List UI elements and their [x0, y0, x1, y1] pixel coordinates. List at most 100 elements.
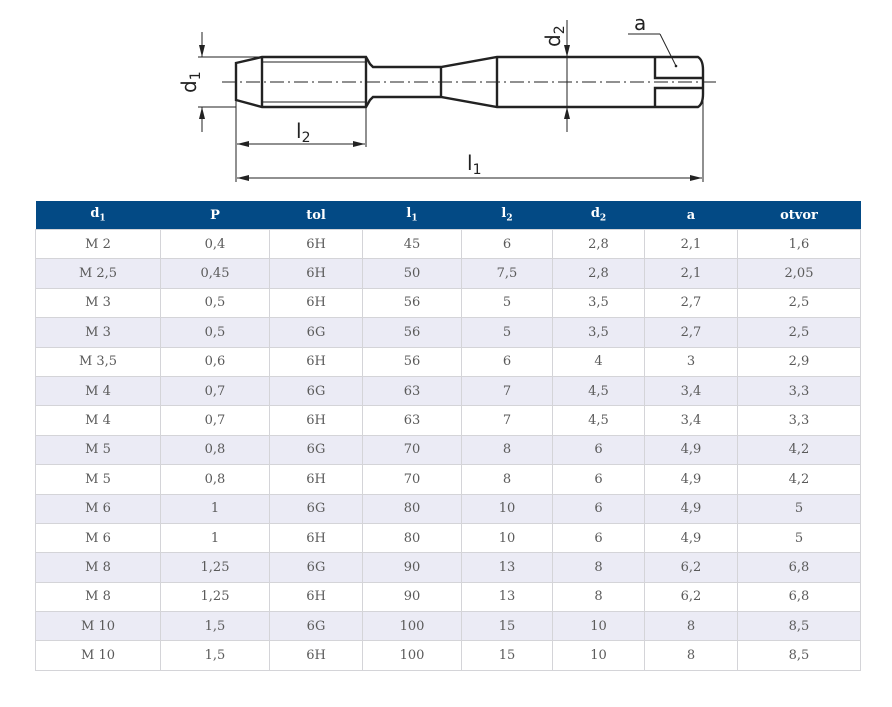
table-cell: 6: [552, 493, 645, 524]
table-cell: 2,8: [552, 258, 645, 289]
table-cell: 8: [461, 434, 553, 466]
table-cell: M 5: [35, 464, 161, 495]
table-cell: 2,9: [737, 346, 861, 377]
table-cell: 56: [362, 346, 462, 377]
column-header: otvor: [737, 201, 861, 230]
l2-label: l2: [296, 119, 310, 146]
table-cell: M 3,5: [35, 346, 161, 377]
table-cell: 6H: [269, 522, 363, 554]
table-row: M 10 1,5 6H 100 15 10 8 8,5: [35, 640, 861, 671]
column-header: l1: [362, 201, 462, 230]
column-header-label: d: [90, 206, 100, 222]
table-cell: 45: [362, 228, 462, 260]
table-cell: 8: [644, 640, 738, 671]
table-cell: M 10: [35, 640, 161, 671]
l1-label: l1: [467, 151, 481, 178]
table-cell: 4: [552, 346, 645, 377]
table-cell: 56: [362, 317, 462, 348]
table-cell: 4,5: [552, 405, 645, 436]
table-cell: 5: [461, 287, 553, 319]
column-header: P: [160, 201, 270, 230]
table-cell: 90: [362, 581, 462, 613]
table-cell: 8,5: [737, 611, 861, 642]
table-row: M 6 1 6G 80 10 6 4,9 5: [35, 493, 861, 524]
table-cell: 8: [552, 552, 645, 583]
table-cell: 1: [160, 493, 270, 524]
table-cell: 0,5: [160, 287, 270, 319]
table-row: M 3 0,5 6G 56 5 3,5 2,7 2,5: [35, 317, 861, 348]
table-cell: M 6: [35, 522, 161, 554]
table-cell: 8: [552, 581, 645, 613]
table-cell: 1,5: [160, 640, 270, 671]
table-cell: 6: [552, 464, 645, 495]
table-cell: 2,1: [644, 258, 738, 289]
d1-label: d1: [177, 71, 204, 93]
table-cell: 4,2: [737, 434, 861, 466]
table-cell: 50: [362, 258, 462, 289]
table-cell: 10: [552, 611, 645, 642]
table-cell: 2,5: [737, 287, 861, 319]
table-cell: M 2: [35, 228, 161, 260]
table-cell: 4,9: [644, 522, 738, 554]
table-cell: 2,7: [644, 287, 738, 319]
table-cell: 1,25: [160, 552, 270, 583]
table-cell: 3,5: [552, 317, 645, 348]
table-cell: 1,25: [160, 581, 270, 613]
column-header-subscript: 2: [599, 213, 607, 224]
table-cell: 0,7: [160, 375, 270, 407]
table-cell: 6: [552, 434, 645, 466]
table-cell: 8,5: [737, 640, 861, 671]
table-cell: 5: [461, 317, 553, 348]
table-cell: 10: [461, 522, 553, 554]
table-row: M 2 0,4 6H 45 6 2,8 2,1 1,6: [35, 228, 861, 260]
column-header-subscript: 1: [411, 213, 418, 224]
table-cell: 5: [737, 493, 861, 524]
table-row: M 8 1,25 6H 90 13 8 6,2 6,8: [35, 581, 861, 613]
table-cell: 6: [461, 228, 553, 260]
table-cell: 6,2: [644, 581, 738, 613]
table-cell: 6H: [269, 640, 363, 671]
table-row: M 3 0,5 6H 56 5 3,5 2,7 2,5: [35, 287, 861, 319]
table-row: M 2,5 0,45 6H 50 7,5 2,8 2,1 2,05: [35, 258, 861, 289]
column-header-label: l: [501, 206, 507, 222]
table-cell: 6H: [269, 228, 363, 260]
table-cell: 0,6: [160, 346, 270, 377]
column-header-subscript: 2: [506, 213, 513, 224]
table-cell: 1,5: [160, 611, 270, 642]
table-row: M 8 1,25 6G 90 13 8 6,2 6,8: [35, 552, 861, 583]
square-drive: [653, 57, 703, 107]
table-cell: 100: [362, 611, 462, 642]
table-cell: 0,45: [160, 258, 270, 289]
table-cell: 6G: [269, 375, 363, 407]
table-cell: 7: [461, 405, 553, 436]
table-cell: 80: [362, 493, 462, 524]
table-cell: 10: [461, 493, 553, 524]
table-cell: M 5: [35, 434, 161, 466]
table-cell: 0,7: [160, 405, 270, 436]
table-cell: 8: [644, 611, 738, 642]
table-cell: 6,8: [737, 581, 861, 613]
table-cell: 6G: [269, 434, 363, 466]
table-row: M 3,5 0,6 6H 56 6 4 3 2,9: [35, 346, 861, 377]
table-cell: 5: [737, 522, 861, 554]
table-cell: M 8: [35, 552, 161, 583]
column-header-label: d: [590, 206, 600, 222]
table-cell: 4,9: [644, 464, 738, 495]
table-cell: 2,5: [737, 317, 861, 348]
table-cell: 6G: [269, 317, 363, 348]
table-cell: 100: [362, 640, 462, 671]
column-header: d2: [552, 201, 645, 230]
table-cell: 8: [461, 464, 553, 495]
table-cell: 4,5: [552, 375, 645, 407]
column-header-subscript: 1: [99, 213, 106, 224]
table-cell: M 3: [35, 287, 161, 319]
table-cell: 6: [461, 346, 553, 377]
table-cell: 56: [362, 287, 462, 319]
table-cell: 63: [362, 405, 462, 436]
table-cell: 4,9: [644, 434, 738, 466]
table-cell: 1: [160, 522, 270, 554]
table-cell: 15: [461, 611, 553, 642]
table-cell: 6G: [269, 552, 363, 583]
